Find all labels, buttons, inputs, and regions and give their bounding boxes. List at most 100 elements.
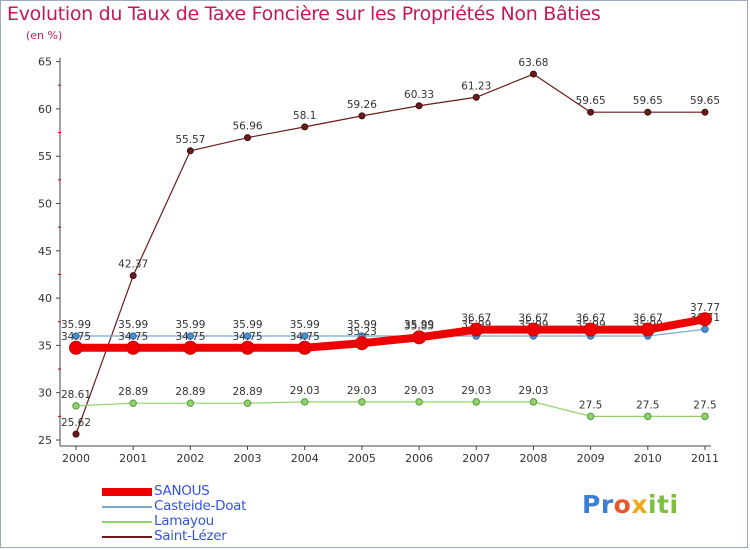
- x-tick-label: 2004: [291, 452, 319, 465]
- series-line: [75, 328, 706, 337]
- data-label: 56.96: [233, 121, 263, 133]
- y-tick-label: 25: [38, 434, 52, 447]
- data-label: 28.89: [118, 386, 148, 398]
- data-label: 35.85: [404, 320, 434, 332]
- data-label: 34.75: [118, 331, 148, 343]
- logo-part: o: [613, 490, 632, 519]
- data-point: [297, 340, 312, 355]
- series-line: [75, 401, 706, 417]
- data-label: 34.75: [233, 331, 263, 343]
- y-tick-label: 45: [38, 245, 52, 258]
- data-point: [126, 340, 141, 355]
- y-tick-label: 55: [38, 150, 52, 163]
- data-label: 35.23: [347, 326, 377, 338]
- data-point: [644, 108, 652, 116]
- data-label: 37.77: [690, 302, 720, 314]
- x-tick-label: 2003: [234, 452, 262, 465]
- data-point: [243, 332, 252, 340]
- data-label: 35.99: [347, 319, 377, 331]
- data-label: 36.67: [576, 313, 606, 325]
- data-point: [701, 325, 709, 333]
- legend-label: Casteide-Doat: [154, 498, 247, 514]
- y-tick-label: 35: [38, 339, 52, 352]
- x-tick-label: 2001: [119, 452, 147, 465]
- legend-swatch: [102, 521, 152, 523]
- data-point: [701, 108, 709, 116]
- data-label: 28.61: [61, 389, 91, 401]
- x-tick-label: 2006: [405, 452, 433, 465]
- data-point: [587, 108, 595, 116]
- data-point: [358, 398, 366, 406]
- data-point: [472, 93, 480, 101]
- data-point: [240, 340, 255, 355]
- data-point: [583, 322, 598, 337]
- data-label: 60.33: [404, 89, 434, 101]
- data-label: 55.57: [175, 134, 205, 146]
- logo-part: Pr: [582, 490, 614, 519]
- data-point: [129, 272, 137, 280]
- legend-item: Saint-Lézer: [102, 528, 342, 544]
- data-label: 35.99: [61, 319, 91, 331]
- data-label: 58.1: [293, 110, 316, 122]
- data-point: [243, 399, 252, 407]
- data-point: [415, 102, 423, 110]
- data-label: 34.75: [61, 331, 91, 343]
- data-label: 27.5: [636, 399, 659, 411]
- data-point: [526, 322, 541, 337]
- data-point: [244, 134, 252, 142]
- y-tick-label: 50: [38, 198, 52, 211]
- y-tick-label: 60: [38, 103, 52, 116]
- data-point: [469, 322, 484, 337]
- legend-label: SANOUS: [154, 483, 210, 499]
- data-point: [72, 430, 80, 438]
- x-tick-label: 2010: [634, 452, 662, 465]
- data-label: 36.67: [461, 313, 491, 325]
- x-tick-label: 2000: [62, 452, 90, 465]
- y-tick-label: 40: [38, 292, 52, 305]
- data-label: 27.5: [693, 399, 716, 411]
- data-point: [415, 398, 423, 406]
- x-tick-label: 2002: [176, 452, 204, 465]
- data-label: 35.99: [404, 319, 434, 331]
- data-label: 28.89: [175, 386, 205, 398]
- data-label: 35.99: [290, 319, 320, 331]
- data-label: 27.5: [579, 399, 602, 411]
- legend-label: Lamayou: [154, 513, 214, 529]
- data-point: [129, 332, 137, 340]
- data-point: [358, 112, 366, 120]
- data-point: [529, 398, 538, 406]
- data-point: [186, 332, 195, 340]
- data-label: 36.67: [633, 313, 663, 325]
- data-point: [301, 398, 309, 406]
- data-label: 63.68: [518, 57, 548, 69]
- legend-item: Lamayou: [102, 513, 342, 529]
- data-point: [701, 412, 709, 421]
- legend-label: Saint-Lézer: [154, 528, 227, 544]
- series-saint-l-zer: 25.62 42.37 55.57 56.96 58.1 59.26 60.33 61.23 6…: [61, 57, 720, 438]
- series-sanous: 34.75 34.75 34.75 34.75 34.75 35.23 35.85 36.67…: [61, 302, 720, 355]
- data-point: [186, 399, 195, 407]
- data-label: 36.67: [518, 313, 548, 325]
- chart-title: Evolution du Taux de Taxe Foncière sur l…: [7, 3, 601, 25]
- data-point: [129, 399, 137, 407]
- data-point: [586, 412, 595, 421]
- data-label: 29.03: [461, 385, 491, 397]
- data-label: 29.03: [518, 385, 548, 397]
- data-point: [72, 332, 80, 340]
- logo-part: x: [631, 490, 648, 519]
- y-tick-label: 65: [38, 56, 52, 69]
- data-point: [697, 312, 712, 327]
- x-tick-label: 2007: [462, 452, 490, 465]
- logo-part: iti: [647, 490, 679, 519]
- series-line: [72, 315, 709, 352]
- x-tick-label: 2009: [577, 452, 605, 465]
- y-axis-unit-label: (en %): [26, 29, 63, 42]
- data-label: 59.65: [576, 95, 606, 107]
- x-tick-label: 2008: [519, 452, 547, 465]
- data-point: [69, 340, 83, 355]
- data-label: 34.75: [290, 331, 320, 343]
- data-point: [529, 70, 537, 78]
- data-point: [183, 340, 198, 355]
